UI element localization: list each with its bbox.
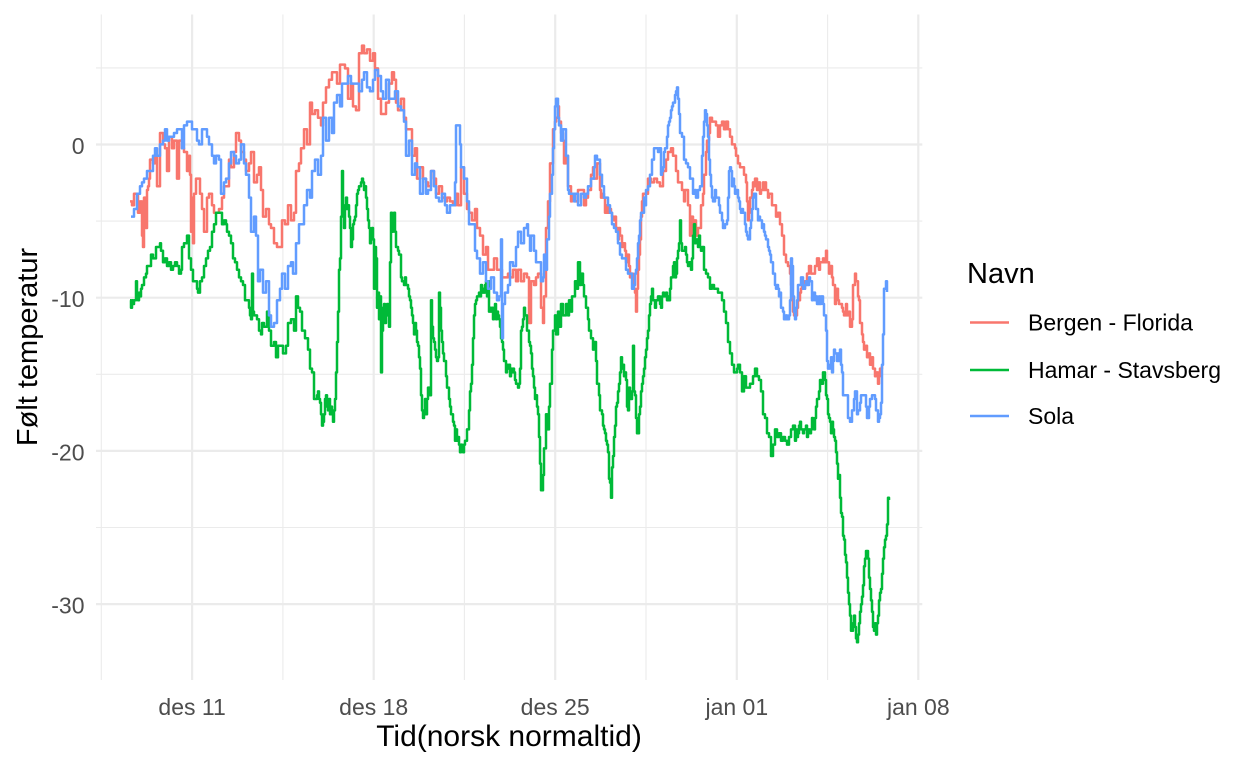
svg-text:-10: -10 xyxy=(51,286,84,312)
svg-text:-20: -20 xyxy=(51,439,84,465)
svg-text:-30: -30 xyxy=(51,593,84,619)
svg-text:Sola: Sola xyxy=(1028,403,1074,429)
svg-text:des 11: des 11 xyxy=(158,694,225,720)
svg-text:0: 0 xyxy=(72,133,85,159)
svg-text:Navn: Navn xyxy=(967,258,1035,290)
svg-text:Hamar - Stavsberg: Hamar - Stavsberg xyxy=(1028,357,1221,383)
svg-text:jan 01: jan 01 xyxy=(704,694,768,720)
svg-text:des 25: des 25 xyxy=(521,694,590,720)
svg-text:Følt temperatur: Følt temperatur xyxy=(12,248,44,447)
svg-text:des 18: des 18 xyxy=(339,694,408,720)
svg-text:jan 08: jan 08 xyxy=(886,694,950,720)
svg-text:Tid(norsk normaltid): Tid(norsk normaltid) xyxy=(376,720,642,753)
svg-text:Bergen - Florida: Bergen - Florida xyxy=(1028,310,1193,336)
